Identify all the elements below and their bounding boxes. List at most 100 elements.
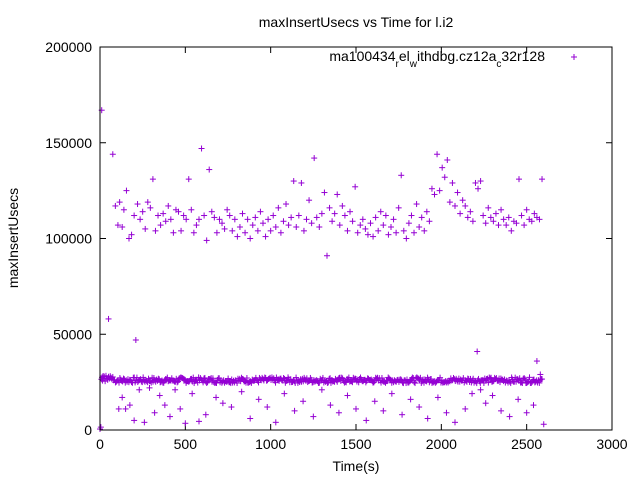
data-point [380, 407, 387, 414]
data-point [363, 417, 370, 424]
legend-label-subscript: c [496, 59, 501, 70]
data-point [136, 386, 143, 393]
data-point [137, 216, 144, 223]
data-point [262, 233, 269, 240]
data-point [295, 212, 302, 219]
data-point [109, 373, 116, 380]
data-point [167, 216, 174, 223]
data-point [177, 405, 184, 412]
data-point [434, 151, 441, 158]
data-point [193, 222, 200, 229]
data-point [126, 235, 133, 242]
data-point [290, 178, 297, 185]
data-point [160, 210, 167, 217]
data-point [275, 204, 282, 211]
data-points [97, 107, 547, 433]
data-point [185, 176, 192, 183]
data-point [382, 212, 389, 219]
data-point [395, 204, 402, 211]
x-tick-label: 0 [96, 436, 104, 452]
data-point [352, 183, 359, 190]
data-point [116, 199, 123, 206]
data-point [162, 218, 169, 225]
data-point [206, 166, 213, 173]
data-point [247, 415, 254, 422]
data-point [378, 374, 385, 381]
data-point [477, 178, 484, 185]
data-point [539, 376, 546, 383]
data-point [236, 224, 243, 231]
data-point [165, 202, 172, 209]
data-point [474, 348, 481, 355]
data-point [413, 201, 420, 208]
data-point [316, 224, 323, 231]
data-point [308, 220, 315, 227]
y-tick-label: 50000 [53, 326, 92, 342]
data-point [528, 379, 535, 386]
data-point [375, 227, 382, 234]
data-point [492, 210, 499, 217]
data-point [387, 224, 394, 231]
legend-label: ma100434relwithdbg.cz12ac32r128 [329, 48, 545, 70]
data-point [407, 396, 414, 403]
data-point [182, 420, 189, 427]
data-point [195, 216, 202, 223]
data-point [152, 227, 159, 234]
data-point [174, 379, 181, 386]
data-point [166, 413, 173, 420]
data-point [175, 208, 182, 215]
data-point [359, 216, 366, 223]
data-point [482, 220, 489, 227]
data-point [313, 214, 320, 221]
data-point [487, 375, 494, 382]
data-point [371, 398, 378, 405]
data-point [536, 379, 543, 386]
data-point [518, 379, 525, 386]
y-axis-label: maxInsertUsecs [5, 188, 21, 288]
data-point [368, 376, 375, 383]
legend-label-part: ma100434 [329, 48, 395, 64]
data-point [370, 379, 377, 386]
data-point [272, 419, 279, 426]
data-point [112, 202, 119, 209]
data-point [472, 179, 479, 186]
legend-label-subscript: r [396, 59, 400, 70]
data-point [147, 204, 154, 211]
data-point [439, 164, 446, 171]
data-point [128, 231, 135, 238]
data-point [364, 231, 371, 238]
data-point [344, 392, 351, 399]
data-point [234, 233, 241, 240]
data-point [485, 204, 492, 211]
data-point [451, 202, 458, 209]
data-point [280, 218, 287, 225]
data-point [188, 206, 195, 213]
data-point [362, 225, 369, 232]
data-point [357, 222, 364, 229]
data-point [536, 216, 543, 223]
data-point [437, 374, 444, 381]
data-point [521, 375, 528, 382]
data-point [151, 409, 158, 416]
data-point [467, 208, 474, 215]
data-point [277, 229, 284, 236]
data-point [416, 404, 423, 411]
data-point [283, 201, 290, 208]
data-point [97, 424, 104, 431]
data-point [443, 409, 450, 416]
data-point [508, 227, 515, 234]
data-point [539, 176, 546, 183]
data-point [533, 358, 540, 365]
data-point [506, 413, 513, 420]
data-point [293, 224, 300, 231]
data-point [353, 405, 359, 412]
legend-label-part: el [399, 48, 410, 64]
x-tick-label: 2500 [511, 436, 542, 452]
data-point [131, 212, 138, 219]
data-point [523, 206, 530, 213]
data-point [490, 218, 497, 225]
data-point [336, 222, 343, 229]
data-point [367, 220, 374, 227]
legend-label-part: 32r128 [501, 48, 545, 64]
